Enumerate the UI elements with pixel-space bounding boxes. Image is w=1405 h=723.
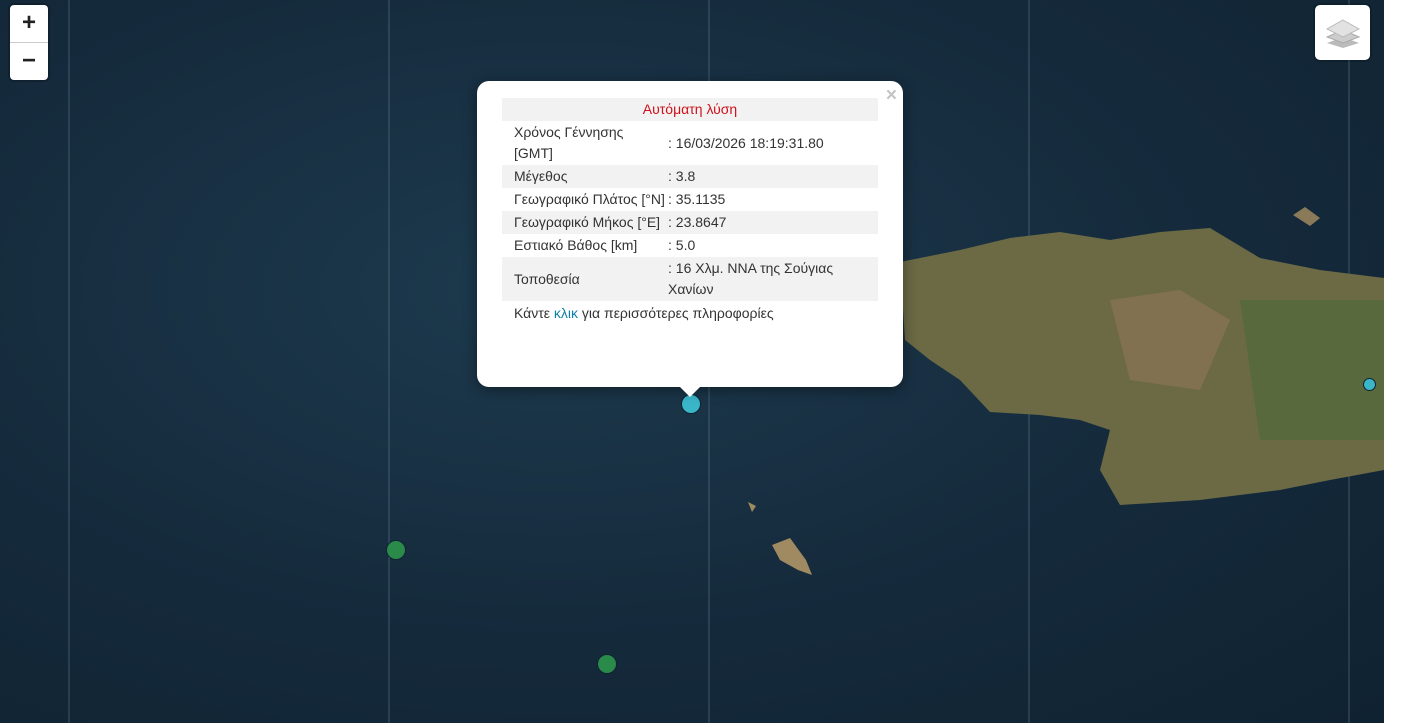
detail-row: Μέγεθος: 3.8 — [502, 165, 878, 188]
layers-icon — [1325, 18, 1360, 48]
zoom-in-button[interactable]: + — [21, 9, 36, 36]
zoom-out-button[interactable]: − — [10, 42, 48, 80]
detail-row: Γεωγραφικό Πλάτος [°N]: 35.1135 — [514, 191, 726, 207]
earthquake-marker[interactable] — [386, 540, 406, 560]
earthquake-details: Αυτόματη λύση Χρόνος Γέννησης [GMT]: 16/… — [502, 98, 878, 326]
close-button[interactable]: × — [885, 85, 897, 106]
earthquake-marker-selected[interactable] — [681, 394, 701, 414]
detail-row: Γεωγραφικό Μήκος [°E]: 23.8647 — [502, 211, 878, 234]
zoom-control: + − — [10, 5, 48, 80]
detail-row: Εστιακό Βάθος [km]: 5.0 — [514, 237, 696, 253]
earthquake-popup: × Αυτόματη λύση Χρόνος Γέννησης [GMT]: 1… — [477, 81, 903, 397]
layers-button[interactable] — [1315, 5, 1370, 60]
earthquake-marker[interactable] — [597, 654, 617, 674]
popup-title: Αυτόματη λύση — [642, 101, 738, 117]
earthquake-marker[interactable] — [1363, 378, 1376, 391]
detail-row: Χρόνος Γέννησης [GMT]: 16/03/2026 18:19:… — [514, 124, 824, 161]
more-info-link[interactable]: κλικ — [553, 305, 579, 321]
detail-row: Τοποθεσία: 16 Χλμ. ΝΝΑ της Σούγιας Χανίω… — [502, 257, 878, 301]
